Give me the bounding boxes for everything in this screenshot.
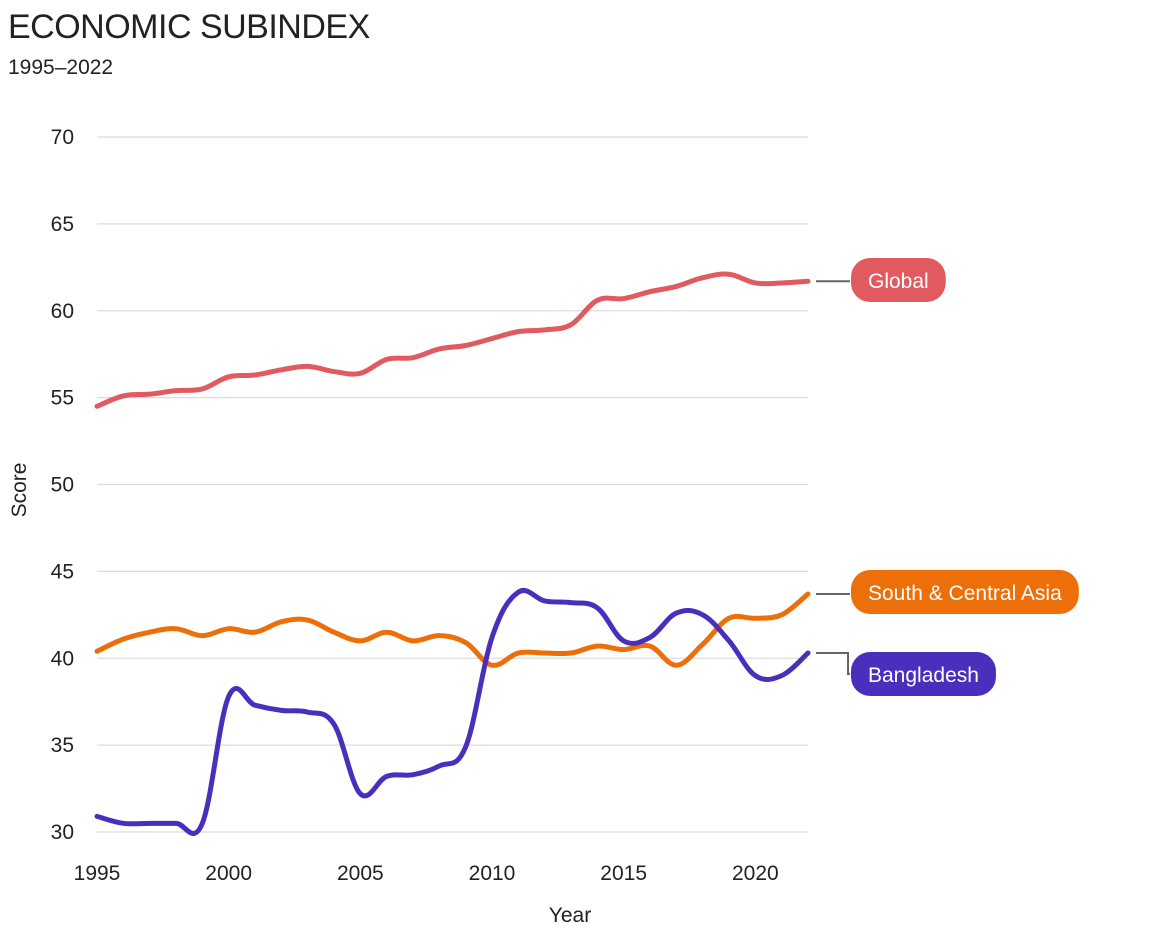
series-line-bangladesh [94, 588, 811, 836]
series-label-bangladesh: Bangladesh [851, 652, 996, 696]
y-tick-label: 70 [51, 126, 74, 149]
series-label-pill [851, 258, 946, 302]
series-label-pill [851, 570, 1079, 614]
y-axis-label: Score [8, 463, 31, 518]
y-tick-label: 45 [51, 560, 74, 583]
series-label-pill [851, 652, 996, 696]
series-label-text: South & Central Asia [868, 582, 1062, 605]
y-tick-label: 65 [51, 213, 74, 236]
series-label-text: Global [868, 270, 929, 293]
x-tick-label: 1995 [74, 862, 121, 885]
leader-line-bangladesh [816, 652, 850, 675]
series-line-global [94, 271, 811, 409]
y-tick-label: 60 [51, 300, 74, 323]
y-tick-label: 55 [51, 387, 74, 410]
y-axis-ticks: 30 35 40 45 50 55 60 65 70 [51, 126, 74, 844]
x-tick-label: 2000 [205, 862, 252, 885]
y-tick-label: 30 [51, 821, 74, 844]
chart-title: ECONOMIC SUBINDEX [8, 8, 370, 46]
x-axis-label: Year [549, 904, 591, 927]
series-labels: Global South & Central Asia Bangladesh [816, 258, 1079, 696]
series-label-global: Global [851, 258, 946, 302]
x-tick-label: 2020 [732, 862, 779, 885]
series-label-south-central-asia: South & Central Asia [851, 570, 1079, 614]
series-line-south-central-asia [94, 591, 811, 668]
x-tick-label: 2005 [337, 862, 384, 885]
y-tick-label: 35 [51, 734, 74, 757]
series-label-text: Bangladesh [868, 664, 979, 687]
y-tick-label: 40 [51, 647, 74, 670]
x-tick-label: 2015 [600, 862, 647, 885]
x-axis-ticks: 1995 2000 2005 2010 2015 2020 [74, 862, 779, 885]
chart-subtitle: 1995–2022 [8, 56, 114, 79]
x-tick-label: 2010 [469, 862, 516, 885]
gridlines [97, 136, 808, 833]
y-tick-label: 50 [51, 474, 74, 497]
series-lines [94, 271, 811, 836]
